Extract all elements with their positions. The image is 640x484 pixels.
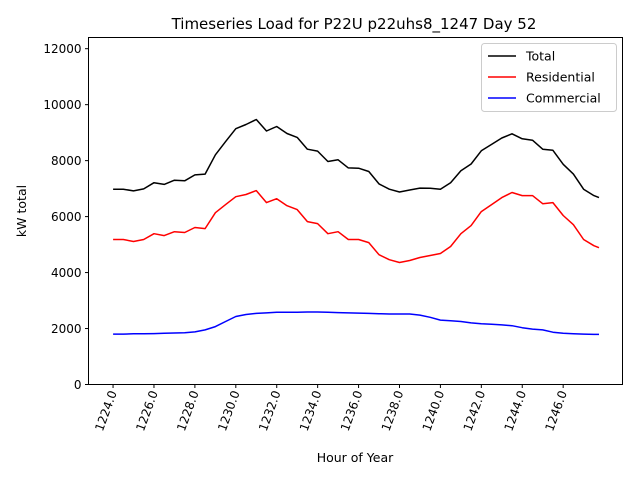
x-tick-label: 1234.0 [297, 389, 325, 433]
legend-box [481, 43, 617, 112]
y-axis-ticks: 0 2000 4000 6000 8000 10000 12000 [43, 42, 89, 392]
x-tick-label: 1242.0 [461, 389, 489, 433]
y-tick-label: 0 [74, 378, 82, 392]
y-tick-label: 8000 [51, 154, 82, 168]
legend: Total Residential Commercial [481, 43, 617, 112]
series-line-commercial [113, 311, 599, 336]
y-tick-label: 6000 [51, 210, 82, 224]
x-tick-label: 1232.0 [256, 389, 284, 433]
legend-item-commercial: Commercial [488, 91, 601, 106]
plot-frame [88, 37, 623, 385]
legend-label: Commercial [526, 91, 601, 106]
y-tick-label: 4000 [51, 266, 82, 280]
legend-label: Total [525, 49, 555, 64]
x-tick-label: 1236.0 [338, 389, 366, 433]
y-tick-label: 10000 [43, 98, 81, 112]
x-tick-label: 1244.0 [502, 389, 530, 433]
x-tick-label: 1228.0 [174, 389, 202, 433]
chart-title: Timeseries Load for P22U p22uhs8_1247 Da… [171, 15, 537, 34]
y-axis-label: kW total [14, 185, 29, 237]
x-axis-ticks: 1224.0 1226.0 1228.0 1230.0 1232.0 1234.0 1236… [92, 384, 570, 433]
x-tick-label: 1224.0 [92, 389, 120, 433]
series-line-residential [113, 189, 600, 264]
y-tick-label: 2000 [51, 322, 82, 336]
x-tick-label: 1238.0 [379, 389, 407, 433]
x-tick-label: 1240.0 [420, 389, 448, 433]
x-tick-label: 1226.0 [133, 389, 161, 433]
legend-label: Residential [526, 70, 595, 85]
y-tick-label: 12000 [43, 42, 81, 56]
x-tick-label: 1230.0 [215, 389, 243, 433]
series-line-total [113, 118, 600, 199]
legend-item-residential: Residential [488, 70, 595, 85]
series-lines [113, 118, 600, 336]
x-axis-label: Hour of Year [317, 450, 394, 465]
x-tick-label: 1246.0 [542, 389, 570, 433]
legend-item-total: Total [488, 49, 555, 64]
